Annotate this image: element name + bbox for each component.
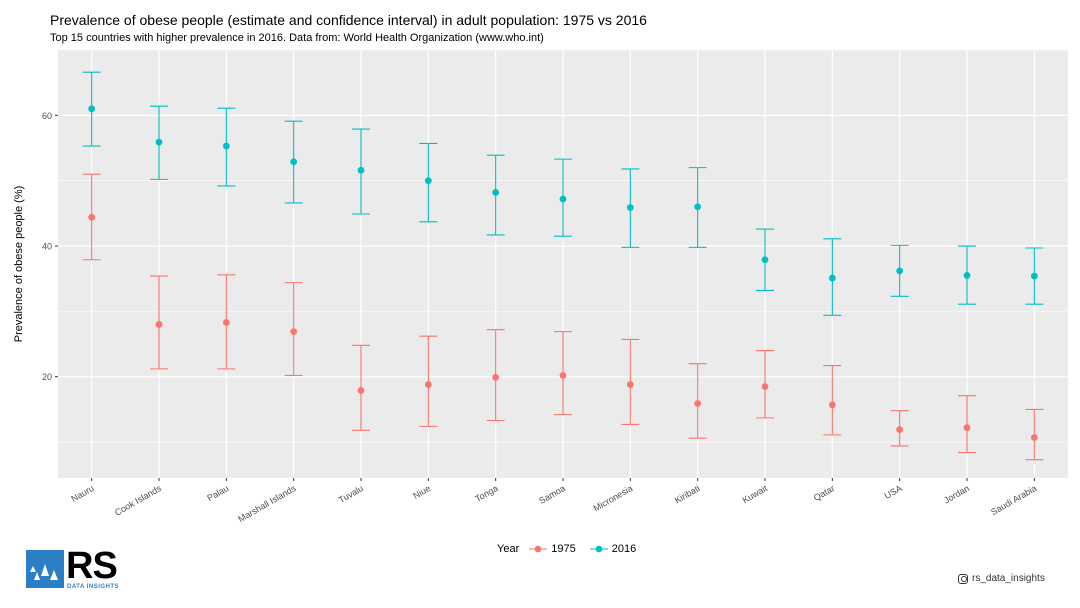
- chart-subtitle: Top 15 countries with higher prevalence …: [50, 32, 544, 44]
- data-point: [761, 256, 769, 264]
- x-tick-label: Palau: [205, 483, 230, 503]
- legend-label-2016: 2016: [611, 543, 637, 555]
- legend-key-2016: [589, 545, 608, 553]
- data-point: [88, 213, 96, 221]
- x-tick-label: Jordan: [942, 483, 971, 505]
- data-point: [896, 267, 904, 275]
- social-handle: rs_data_insights: [958, 573, 1045, 584]
- data-point: [88, 105, 96, 113]
- data-point: [626, 381, 634, 388]
- x-tick-label: Nauru: [69, 483, 95, 504]
- data-point: [1030, 434, 1038, 441]
- y-axis-title: Prevalence of obese people (%): [13, 186, 25, 343]
- rs-logo: RS DATA INSIGHTS: [26, 545, 124, 592]
- x-tick-label: Kiribati: [673, 483, 702, 505]
- instagram-icon: [958, 573, 968, 584]
- legend: Year 1975 2016: [497, 543, 644, 555]
- data-point: [963, 424, 971, 432]
- x-tick-label: Saudi Arabia: [989, 483, 1038, 517]
- logo-subtext: DATA INSIGHTS: [67, 584, 120, 590]
- legend-label-1975: 1975: [551, 543, 576, 555]
- data-point: [424, 381, 432, 388]
- data-point: [155, 138, 163, 146]
- y-tick-label: 20: [42, 372, 52, 382]
- data-point: [222, 319, 230, 326]
- x-tick-label: Micronesia: [592, 483, 635, 513]
- data-point: [828, 401, 836, 409]
- legend-key-1975: [529, 545, 548, 553]
- logo-mark: [26, 550, 64, 588]
- data-point: [1030, 272, 1038, 280]
- data-point: [963, 272, 971, 279]
- data-point: [828, 274, 836, 282]
- x-tick-label: Tonga: [473, 483, 499, 504]
- handle-text: rs_data_insights: [972, 573, 1045, 584]
- legend-title: Year: [497, 543, 520, 555]
- data-point: [761, 383, 769, 390]
- data-point: [155, 321, 163, 328]
- data-point: [492, 373, 500, 381]
- x-tick-label: Kuwait: [741, 483, 770, 505]
- data-point: [222, 142, 230, 150]
- x-tick-label: Marshall Islands: [236, 483, 298, 524]
- data-point: [290, 158, 298, 166]
- data-point: [492, 189, 500, 196]
- x-tick-label: Niue: [411, 483, 432, 501]
- data-point: [896, 426, 904, 434]
- x-tick-label: USA: [883, 483, 904, 501]
- data-point: [559, 195, 567, 203]
- chart-title: Prevalence of obese people (estimate and…: [50, 12, 647, 28]
- legend-item-2016: 2016: [589, 543, 637, 555]
- data-point: [424, 177, 432, 185]
- data-point: [694, 203, 702, 211]
- data-point: [357, 387, 365, 394]
- y-tick-label: 60: [42, 111, 52, 121]
- legend-item-1975: 1975: [529, 543, 576, 555]
- x-tick-label: Samoa: [537, 483, 567, 506]
- logo-text: RS: [66, 545, 118, 587]
- data-point: [694, 400, 702, 407]
- y-tick-label: 40: [42, 242, 52, 252]
- logo-drops-icon: [30, 564, 58, 580]
- data-point: [290, 328, 298, 336]
- x-tick-label: Tuvalu: [337, 483, 365, 505]
- data-point: [626, 204, 634, 211]
- x-tick-label: Cook Islands: [113, 483, 163, 518]
- data-point: [357, 166, 365, 174]
- data-point: [559, 372, 567, 379]
- x-tick-label: Qatar: [812, 483, 836, 503]
